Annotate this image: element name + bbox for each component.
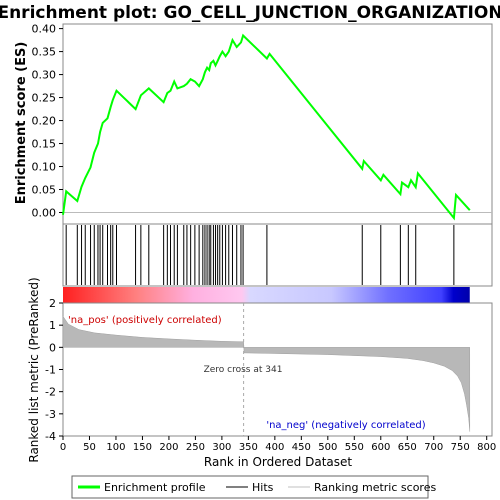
es-y-axis: 0.00 0.05 0.10 0.15 0.20 0.25 0.30 0.35 0.40 — [32, 23, 64, 220]
es-panel-frame — [63, 24, 492, 224]
x-tick-label: 500 — [318, 442, 337, 453]
es-y-tick-label: 0.20 — [32, 115, 57, 128]
x-tick-label: 100 — [106, 442, 125, 453]
metric-y-tick-label: 2 — [49, 297, 56, 310]
hits-panel-frame — [63, 224, 492, 286]
metric-y-tick-label: -4 — [45, 430, 56, 443]
ranking-color-bar — [63, 287, 470, 303]
x-axis-label: Rank in Ordered Dataset — [204, 455, 352, 469]
es-y-tick-label: 0.15 — [32, 138, 57, 151]
metric-y-tick-label: -3 — [45, 408, 56, 421]
metric-y-tick-label: -2 — [45, 386, 56, 399]
legend: Enrichment profile Hits Ranking metric s… — [72, 476, 436, 498]
x-tick-label: 50 — [83, 442, 96, 453]
es-y-tick-label: 0.25 — [32, 92, 57, 105]
es-y-tick-label: 0.00 — [32, 207, 57, 220]
chart-title: Enrichment plot: GO_CELL_JUNCTION_ORGANI… — [0, 3, 500, 23]
x-tick-label: 650 — [398, 442, 417, 453]
x-tick-label: 200 — [159, 442, 178, 453]
neg-correlated-label: 'na_neg' (negatively correlated) — [266, 420, 425, 431]
x-axis: 0 50 100 150 200 250 300 350 400 450 500 550 600 650 7… — [60, 436, 496, 453]
legend-metric-label: Ranking metric scores — [314, 481, 436, 494]
es-panel: 0.00 0.05 0.10 0.15 0.20 0.25 0.30 0.35 0.40 Enr… — [14, 23, 492, 224]
pos-correlated-label: 'na_pos' (positively correlated) — [68, 315, 222, 326]
zero-cross-label: Zero cross at 341 — [204, 365, 283, 375]
hits-panel — [63, 224, 492, 286]
metric-y-axis-label: Ranked list metric (PreRanked) — [27, 277, 41, 462]
x-tick-label: 250 — [186, 442, 205, 453]
x-tick-label: 700 — [424, 442, 443, 453]
x-tick-label: 800 — [477, 442, 496, 453]
es-y-tick-label: 0.40 — [32, 23, 57, 36]
metric-y-tick-label: 0 — [49, 341, 56, 354]
metric-panel: -4 -3 -2 -1 0 1 2 'na_pos' (positively correla… — [27, 277, 492, 462]
x-tick-label: 350 — [239, 442, 258, 453]
x-tick-label: 0 — [60, 442, 66, 453]
es-y-tick-label: 0.05 — [32, 184, 57, 197]
x-tick-label: 750 — [451, 442, 470, 453]
es-y-tick-label: 0.10 — [32, 161, 57, 174]
metric-y-axis: -4 -3 -2 -1 0 1 2 — [45, 297, 63, 443]
metric-y-tick-label: -1 — [45, 364, 56, 377]
legend-hits-label: Hits — [252, 481, 274, 494]
x-tick-label: 600 — [371, 442, 390, 453]
es-y-axis-label: Enrichment score (ES) — [14, 42, 29, 205]
x-tick-label: 150 — [133, 442, 152, 453]
metric-y-tick-label: 1 — [49, 319, 56, 332]
es-y-tick-label: 0.35 — [32, 46, 57, 59]
es-y-tick-label: 0.30 — [32, 69, 57, 82]
legend-enrichment-label: Enrichment profile — [104, 481, 206, 494]
x-tick-label: 550 — [345, 442, 364, 453]
x-tick-label: 300 — [212, 442, 231, 453]
color-bar-gradient — [63, 287, 470, 303]
x-tick-label: 450 — [292, 442, 311, 453]
x-tick-label: 400 — [265, 442, 284, 453]
